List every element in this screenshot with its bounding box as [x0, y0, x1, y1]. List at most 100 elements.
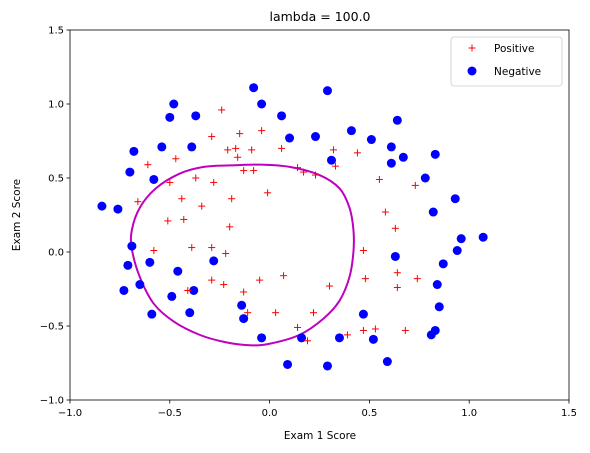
- positive-point: [300, 168, 308, 176]
- negative-point: [257, 333, 267, 343]
- positive-point: [240, 167, 248, 175]
- positive-point: [218, 106, 226, 114]
- positive-point: [381, 208, 389, 216]
- negative-point: [191, 111, 201, 121]
- negative-point: [456, 234, 466, 244]
- decision-boundary-layer: [129, 163, 355, 347]
- legend-negative-marker: [467, 66, 477, 76]
- y-tick-label: −0.5: [40, 322, 64, 333]
- negative-point: [237, 300, 247, 310]
- positive-point: [258, 127, 266, 135]
- positive-point: [329, 146, 337, 154]
- negative-point: [135, 280, 145, 290]
- negative-point: [430, 149, 440, 159]
- x-axis-label: Exam 1 Score: [284, 430, 356, 442]
- x-tick-label: 1.0: [461, 408, 477, 419]
- negative-point: [97, 201, 107, 211]
- legend: Positive Negative: [450, 36, 563, 87]
- negative-point: [420, 173, 430, 183]
- positive-point: [208, 244, 216, 252]
- x-axis: −1.0 −0.5 0.0 0.5 1.0 1.5: [58, 400, 577, 419]
- negative-point: [368, 334, 378, 344]
- positive-point: [264, 189, 272, 197]
- x-tick-label: −0.5: [158, 408, 182, 419]
- positive-point: [325, 282, 333, 290]
- negative-point: [398, 152, 408, 162]
- positive-point: [222, 249, 230, 257]
- positive-point: [244, 309, 252, 317]
- positive-point: [278, 144, 286, 152]
- legend-circle-icon: [467, 66, 477, 76]
- positive-point: [393, 269, 401, 277]
- positive-point: [294, 164, 302, 172]
- plot-area: [69, 29, 570, 401]
- negative-point: [311, 132, 321, 142]
- positive-point: [134, 198, 142, 206]
- positive-point: [184, 286, 192, 294]
- negative-point: [283, 359, 293, 369]
- positive-point: [240, 288, 248, 296]
- positive-point: [353, 149, 361, 157]
- negative-point: [187, 142, 197, 152]
- negative-point: [157, 142, 167, 152]
- legend-positive-label: Positive: [494, 43, 534, 55]
- negative-point: [209, 256, 219, 266]
- positive-point: [172, 155, 180, 163]
- positive-point: [391, 224, 399, 232]
- negative-point: [149, 174, 159, 184]
- negative-point: [386, 158, 396, 168]
- positive-point: [198, 202, 206, 210]
- negative-point: [185, 308, 195, 318]
- negative-point: [450, 194, 460, 204]
- negative-point: [366, 135, 376, 145]
- legend-plus-icon: [468, 44, 476, 52]
- negative-point: [334, 333, 344, 343]
- negative-point: [129, 146, 139, 156]
- negative-point: [426, 330, 436, 340]
- positive-point: [232, 144, 240, 152]
- negative-point: [322, 361, 332, 371]
- positive-point: [164, 217, 172, 225]
- positive-point: [361, 275, 369, 283]
- negative-series: [97, 83, 488, 371]
- positive-point: [208, 276, 216, 284]
- positive-point: [331, 162, 339, 170]
- negative-point: [297, 333, 307, 343]
- positive-point: [343, 331, 351, 339]
- positive-point: [248, 146, 256, 154]
- positive-point: [250, 167, 258, 175]
- x-tick-label: 0.0: [262, 408, 278, 419]
- positive-point: [144, 161, 152, 169]
- positive-point: [210, 178, 218, 186]
- negative-point: [277, 111, 287, 121]
- positive-point: [150, 247, 158, 255]
- negative-point: [434, 302, 444, 312]
- positive-point: [166, 178, 174, 186]
- negative-point: [127, 241, 137, 251]
- negative-point: [326, 155, 336, 165]
- y-tick-label: −1.0: [40, 396, 64, 407]
- legend-box: [450, 36, 563, 87]
- positive-point: [256, 276, 264, 284]
- y-tick-label: 0.5: [48, 174, 64, 185]
- positive-point: [359, 247, 367, 255]
- negative-point: [173, 266, 183, 276]
- y-tick-label: 1.0: [48, 100, 64, 111]
- positive-point: [272, 309, 280, 317]
- negative-point: [123, 260, 133, 270]
- negative-point: [452, 246, 462, 256]
- positive-point: [310, 309, 318, 317]
- negative-point: [438, 259, 448, 269]
- x-tick-label: −1.0: [58, 408, 82, 419]
- positive-point: [393, 284, 401, 292]
- negative-point: [322, 86, 332, 96]
- positive-point: [188, 244, 196, 252]
- y-tick-label: 0.0: [48, 248, 64, 259]
- negative-point: [285, 133, 295, 143]
- positive-point: [294, 323, 302, 331]
- positive-point: [411, 181, 419, 189]
- negative-point: [239, 314, 249, 324]
- negative-point: [428, 207, 438, 217]
- positive-point: [280, 272, 288, 280]
- negative-point: [165, 112, 175, 122]
